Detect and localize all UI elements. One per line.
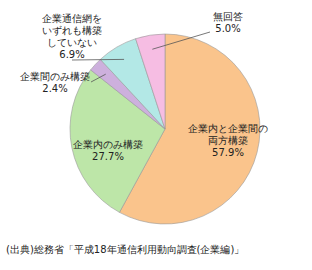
- svg-text:企業通信網をいずれも構築していない6.9%: 企業通信網をいずれも構築していない6.9%: [42, 13, 102, 60]
- svg-text:企業内と企業間の両方構築57.9%: 企業内と企業間の両方構築57.9%: [188, 123, 268, 158]
- svg-text:企業内のみ構築27.7%: 企業内のみ構築27.7%: [73, 139, 143, 162]
- svg-text:企業間のみ構築2.4%: 企業間のみ構築2.4%: [20, 71, 90, 94]
- html-text:(出典)総務省「平成18年通信利用動向調査(企業編)」: (出典)総務省「平成18年通信利用動向調査(企業編)」: [6, 244, 245, 255]
- svg-text:無回答5.0%: 無回答5.0%: [213, 11, 243, 34]
